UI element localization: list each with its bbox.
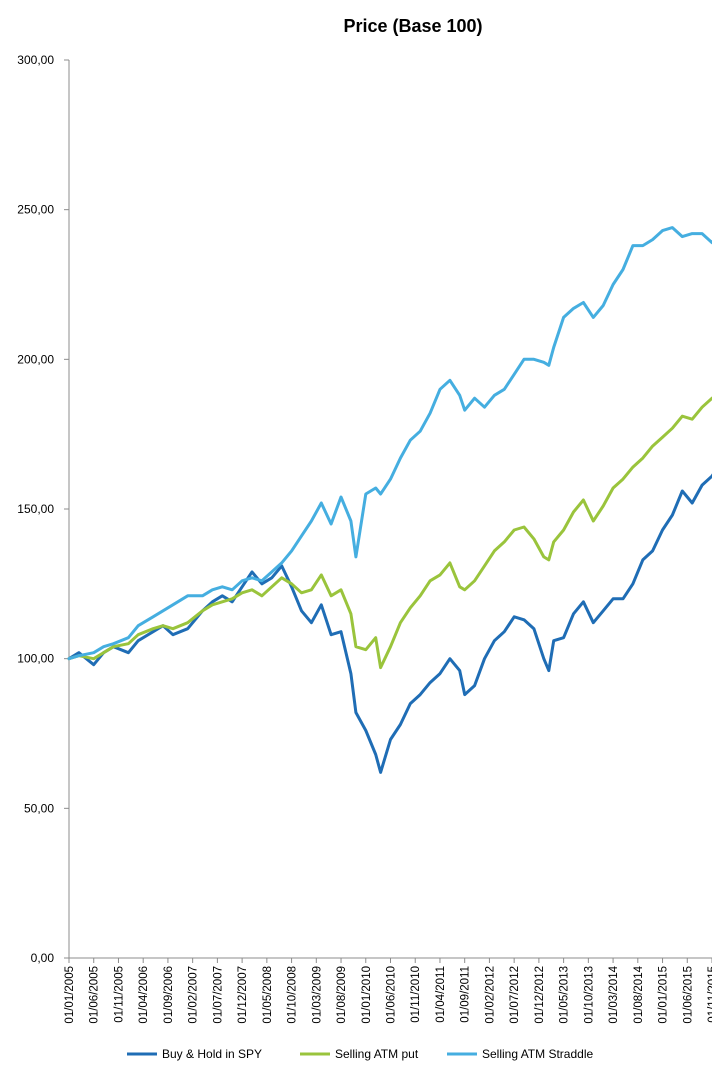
x-tick-label: 01/08/2014 <box>633 965 645 1023</box>
x-tick-label: 01/05/2008 <box>262 966 274 1024</box>
x-tick-label: 01/02/2012 <box>484 966 496 1024</box>
chart-title: Price (Base 100) <box>343 16 482 36</box>
series-lines <box>67 226 712 774</box>
x-tick-label: 01/01/2015 <box>658 966 670 1024</box>
x-tick-label: 01/08/2009 <box>336 966 348 1024</box>
x-tick-label: 01/06/2010 <box>386 966 398 1024</box>
y-tick-label: 150,00 <box>17 502 54 516</box>
legend-label-buy-hold-in-spy: Buy & Hold in SPY <box>162 1047 262 1061</box>
legend: Buy & Hold in SPY Selling ATM put Selling … <box>127 1047 593 1061</box>
x-tick-label: 01/06/2015 <box>682 966 694 1024</box>
x-tick-label: 01/06/2005 <box>89 966 101 1024</box>
x-tick-label: 01/04/2011 <box>435 966 447 1023</box>
x-tick-label: 01/07/2007 <box>212 966 224 1024</box>
x-tick-label: 01/10/2013 <box>583 966 595 1024</box>
x-tick-label: 01/03/2009 <box>311 966 323 1024</box>
legend-label-selling-atm-put: Selling ATM put <box>335 1047 419 1061</box>
x-tick-label: 01/11/2005 <box>113 966 125 1023</box>
y-tick-label: 50,00 <box>24 801 54 815</box>
y-axis-ticks: 0,00 50,00 100,00 150,00 200,00 250,00 300,00 <box>17 53 69 965</box>
x-tick-label: 01/12/2007 <box>237 966 249 1024</box>
x-tick-label: 01/12/2012 <box>534 966 546 1024</box>
series-line-selling-atm-straddle <box>67 226 712 661</box>
y-tick-label: 250,00 <box>17 203 54 217</box>
x-tick-label: 01/10/2008 <box>287 966 299 1024</box>
series-line-selling-atm-put <box>67 396 712 670</box>
x-tick-label: 01/04/2006 <box>138 966 150 1024</box>
y-tick-label: 100,00 <box>17 652 54 666</box>
x-tick-label: 01/09/2011 <box>460 966 472 1023</box>
x-tick-label: 01/07/2012 <box>509 966 521 1024</box>
x-tick-label: 01/11/2010 <box>410 966 422 1023</box>
x-tick-label: 01/11/2015 <box>707 966 712 1023</box>
x-axis-ticks: 01/01/2005 01/06/2005 01/11/2005 01/04/2006… <box>64 958 712 1024</box>
series-line-buy-hold-in-spy <box>67 473 712 774</box>
y-tick-label: 300,00 <box>17 53 54 67</box>
x-tick-label: 01/05/2013 <box>559 966 571 1024</box>
x-tick-label: 01/02/2007 <box>188 966 200 1024</box>
x-tick-label: 01/01/2005 <box>64 966 76 1024</box>
legend-label-selling-atm-straddle: Selling ATM Straddle <box>482 1047 593 1061</box>
x-tick-label: 01/01/2010 <box>361 966 373 1024</box>
x-tick-label: 01/03/2014 <box>608 965 620 1023</box>
y-tick-label: 0,00 <box>31 951 55 965</box>
x-tick-label: 01/09/2006 <box>163 966 175 1024</box>
y-tick-label: 200,00 <box>17 352 54 366</box>
